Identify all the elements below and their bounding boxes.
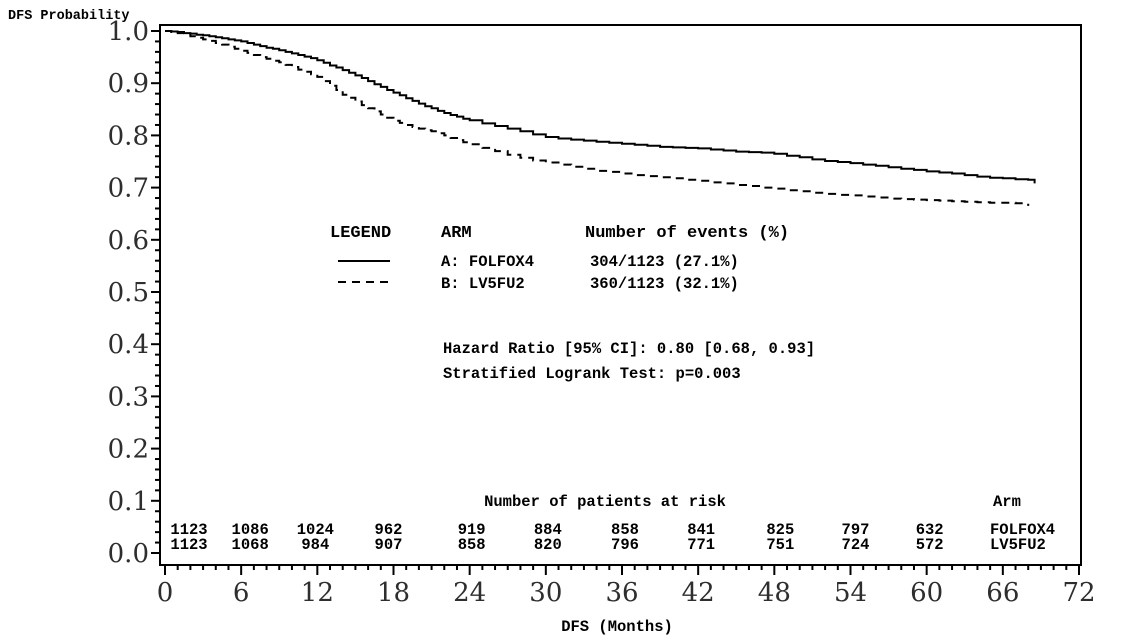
legend-events-a: 304/1123 (27.1%) (590, 253, 739, 271)
at-risk-table: Number of patients at risk Arm 1123 1086 1… (170, 493, 1055, 554)
y-axis-title: DFS Probability (8, 9, 130, 24)
at-risk-count: 825 (766, 521, 794, 539)
at-risk-count: 796 (611, 536, 639, 554)
at-risk-values: 1123 1086 1024 962 919 884 858 841 825 797 632 1123… (170, 521, 943, 554)
x-tick-label: 18 (377, 578, 410, 608)
survival-curve-lv5fu2 (165, 30, 1030, 206)
x-tick-label: 42 (682, 578, 715, 608)
at-risk-arm-label-lv5fu2: LV5FU2 (990, 536, 1046, 554)
y-tick-label: 0.2 (108, 435, 149, 465)
legend-arm-a: A: FOLFOX4 (441, 253, 534, 271)
at-risk-count: 907 (375, 536, 403, 554)
at-risk-count: 841 (687, 521, 715, 539)
at-risk-count: 572 (916, 536, 944, 554)
y-tick-label: 0.1 (108, 487, 149, 517)
logrank-test-text: Stratified Logrank Test: p=0.003 (443, 365, 741, 383)
y-tick-label: 0.4 (108, 330, 149, 360)
legend-events-b: 360/1123 (32.1%) (590, 275, 739, 293)
at-risk-arm-header: Arm (993, 493, 1021, 511)
at-risk-count: 797 (842, 521, 870, 539)
legend-arm-header: ARM (441, 224, 472, 243)
at-risk-count: 751 (766, 536, 794, 554)
legend-header: LEGEND (330, 224, 391, 243)
x-tick-label: 24 (453, 578, 486, 608)
survival-curve-folfox4 (165, 30, 1036, 184)
at-risk-count: 1024 (297, 521, 334, 539)
y-tick-label: 0.8 (108, 121, 149, 151)
at-risk-count: 820 (534, 536, 562, 554)
x-tick-label: 0 (157, 578, 174, 608)
survival-curves (165, 30, 1036, 206)
at-risk-count: 1123 (170, 536, 207, 554)
at-risk-count: 858 (611, 521, 639, 539)
x-tick-label: 72 (1062, 578, 1095, 608)
legend: LEGEND ARM Number of events (%) A: FOLFO… (330, 224, 789, 293)
at-risk-count: 984 (301, 536, 329, 554)
x-tick-label: 12 (301, 578, 334, 608)
legend-arm-b: B: LV5FU2 (441, 275, 525, 293)
axis-ticks: 0.0 0.1 0.2 0.3 0.4 0.5 0.6 0.7 0.8 0.9 1.0 0 6 12 18 2… (108, 17, 1096, 608)
at-risk-count: 858 (458, 536, 486, 554)
y-tick-label: 0.7 (108, 174, 149, 204)
at-risk-header: Number of patients at risk (484, 493, 726, 511)
y-tick-label: 0.6 (108, 226, 149, 256)
y-tick-label: 0.9 (108, 69, 149, 99)
legend-events-header: Number of events (%) (585, 224, 789, 243)
at-risk-count: 632 (916, 521, 944, 539)
y-tick-label: 0.5 (108, 278, 149, 308)
x-tick-label: 48 (758, 578, 791, 608)
at-risk-count: 1123 (170, 521, 207, 539)
x-tick-label: 54 (834, 578, 867, 608)
at-risk-count: 1068 (232, 536, 269, 554)
y-tick-label: 0.0 (108, 539, 149, 569)
at-risk-count: 724 (842, 536, 870, 554)
plot-frame (159, 24, 1082, 566)
at-risk-count: 884 (534, 521, 562, 539)
at-risk-arm-label-folfox4: FOLFOX4 (990, 521, 1055, 539)
x-tick-label: 60 (910, 578, 943, 608)
at-risk-count: 962 (375, 521, 403, 539)
at-risk-count: 919 (458, 521, 486, 539)
at-risk-count: 1086 (232, 521, 269, 539)
hazard-ratio-text: Hazard Ratio [95% CI]: 0.80 [0.68, 0.93] (443, 340, 815, 358)
x-tick-label: 6 (233, 578, 250, 608)
x-axis-title: DFS (Months) (561, 618, 673, 636)
y-tick-label: 0.3 (108, 382, 149, 412)
y-tick-label: 1.0 (108, 17, 149, 47)
x-tick-label: 36 (605, 578, 638, 608)
x-tick-label: 30 (529, 578, 562, 608)
x-tick-label: 66 (986, 578, 1019, 608)
at-risk-count: 771 (687, 536, 715, 554)
